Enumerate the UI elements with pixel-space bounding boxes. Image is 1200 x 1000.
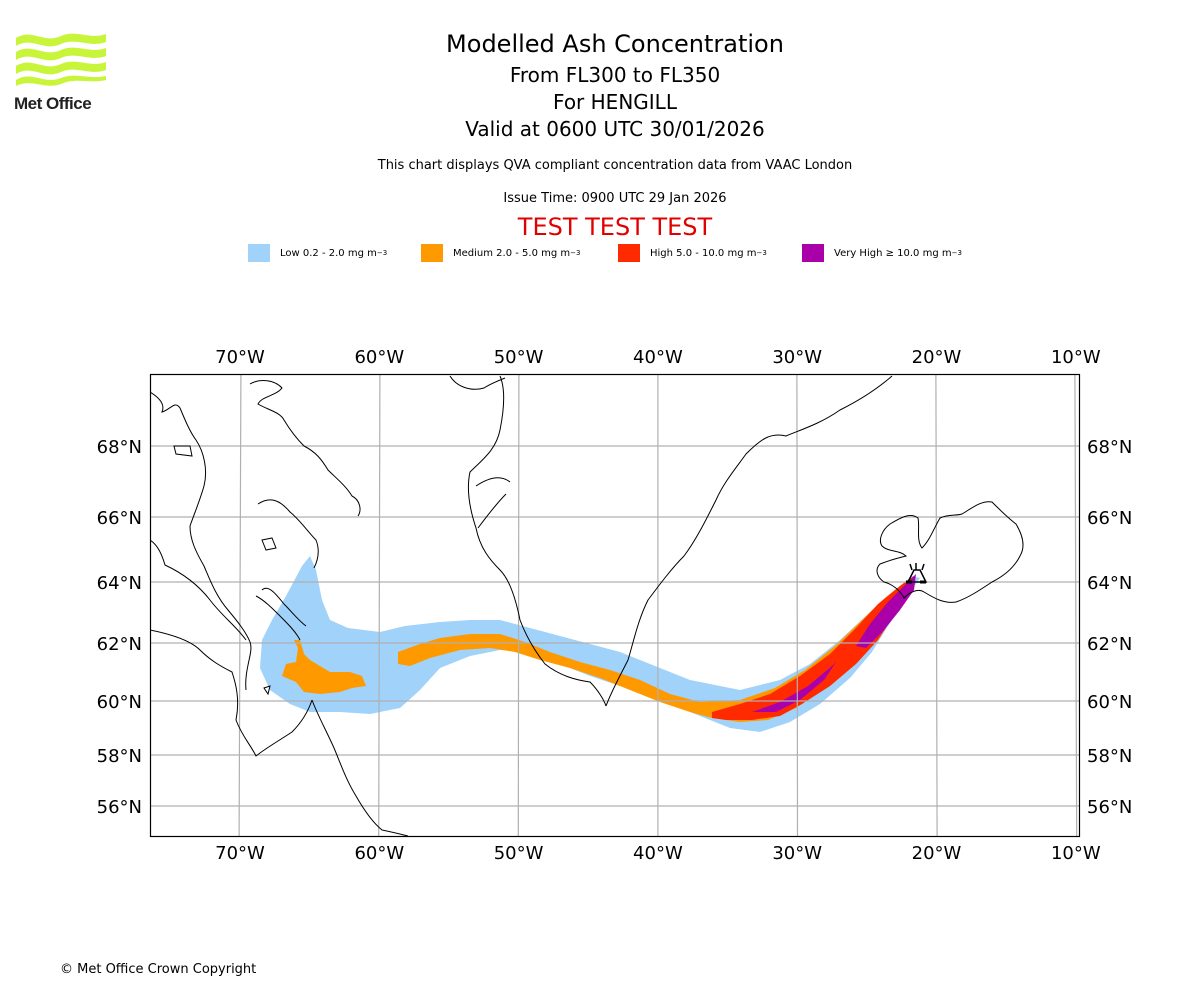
gridline-lon: [796, 374, 799, 837]
coastline-labrador: [150, 629, 313, 757]
legend-exponent: −3: [756, 249, 767, 257]
chart-title: Modelled Ash Concentration: [446, 30, 784, 58]
legend-item-low: Low 0.2 - 2.0 mg m −3: [248, 244, 387, 262]
legend-label-low: Low 0.2 - 2.0 mg m: [280, 247, 377, 259]
ash-area-medium: [282, 640, 366, 694]
legend-label-high: High 5.0 - 10.0 mg m: [650, 247, 757, 259]
ash-area-low: [260, 556, 920, 732]
lon-tick-label-top: 40°W: [633, 347, 683, 368]
coastline-small-islands: [173, 445, 277, 696]
lat-tick-label-left: 58°N: [97, 746, 142, 767]
logo-text: Met Office: [14, 94, 92, 113]
lat-tick-label-left: 56°N: [97, 797, 142, 818]
coastline-iceland: [876, 501, 1024, 603]
coastline-baffin: [150, 391, 252, 691]
gridline-lon: [378, 374, 381, 837]
gridline-lon: [1074, 374, 1078, 837]
lat-tick-label-right: 62°N: [1087, 634, 1132, 655]
lon-tick-label-bottom: 40°W: [633, 843, 683, 864]
lon-tick-label-bottom: 20°W: [912, 843, 962, 864]
lat-tick-label-right: 68°N: [1087, 437, 1132, 458]
legend-swatch-very-high: [802, 244, 824, 262]
legend-swatch-low: [248, 244, 270, 262]
legend-item-high: High 5.0 - 10.0 mg m −3: [618, 244, 767, 262]
gridline-lon: [517, 374, 520, 837]
axis-tick-labels: 70°W 70°W 60°W 60°W 50°W 50°W 40°W 40°W 30°W 30°W…: [97, 347, 1133, 864]
volcano-icon: [906, 563, 928, 584]
graticule: [150, 374, 1080, 837]
lon-tick-label-bottom: 60°W: [354, 843, 404, 864]
lon-tick-label-top: 50°W: [494, 347, 544, 368]
issue-time: Issue Time: 0900 UTC 29 Jan 2026: [503, 191, 727, 206]
lat-tick-label-right: 64°N: [1087, 573, 1132, 594]
ash-layer-low: [260, 556, 920, 732]
legend-swatch-high: [618, 244, 640, 262]
lon-tick-label-top: 30°W: [772, 347, 822, 368]
coastline-baffin-east: [249, 380, 361, 569]
coastline-greenland-west: [449, 375, 607, 707]
lat-tick-label-left: 60°N: [97, 692, 142, 713]
lon-tick-label-bottom: 10°W: [1051, 843, 1101, 864]
lon-tick-label-top: 60°W: [354, 347, 404, 368]
coastlines: [150, 375, 1024, 837]
lat-tick-label-right: 60°N: [1087, 692, 1132, 713]
met-office-wave-logo-icon: [16, 33, 106, 86]
lon-tick-label-bottom: 50°W: [494, 843, 544, 864]
lon-tick-label-bottom: 70°W: [215, 843, 265, 864]
lat-tick-label-left: 68°N: [97, 437, 142, 458]
flight-level-range: From FL300 to FL350: [509, 63, 721, 87]
map-frame: [149, 373, 1081, 838]
qva-note: This chart displays QVA compliant concen…: [377, 158, 853, 173]
lon-tick-label-top: 10°W: [1051, 347, 1101, 368]
coastline-greenland-fjord: [475, 477, 511, 529]
ash-area-very-high: [856, 574, 916, 648]
test-banner: TEST TEST TEST: [517, 213, 713, 241]
lat-tick-label-left: 64°N: [97, 573, 142, 594]
coastline-labrador-2: [311, 699, 409, 837]
ash-layer-high: [712, 576, 914, 720]
gridline-lon: [935, 374, 938, 837]
valid-time: Valid at 0600 UTC 30/01/2026: [465, 117, 765, 141]
coastline-baffin-2: [150, 539, 247, 641]
legend-label-medium: Medium 2.0 - 5.0 mg m: [453, 247, 571, 259]
legend-label-very-high: Very High ≥ 10.0 mg m: [834, 247, 952, 259]
coastline-greenland-south: [605, 375, 893, 707]
lon-tick-label-top: 70°W: [215, 347, 265, 368]
lat-tick-label-right: 58°N: [1087, 746, 1132, 767]
volcano-name: For HENGILL: [553, 90, 677, 114]
legend-item-medium: Medium 2.0 - 5.0 mg m −3: [421, 244, 580, 262]
gridline-lon: [238, 374, 242, 837]
lat-tick-label-left: 66°N: [97, 508, 142, 529]
coastline-hudson-strait: [255, 587, 307, 641]
lat-tick-label-left: 62°N: [97, 634, 142, 655]
ash-area-high: [712, 576, 914, 720]
copyright-notice: © Met Office Crown Copyright: [60, 962, 257, 977]
lat-tick-label-right: 66°N: [1087, 508, 1132, 529]
lat-tick-label-right: 56°N: [1087, 797, 1132, 818]
ash-area-very-high: [752, 662, 836, 712]
legend-exponent: −3: [570, 249, 581, 257]
legend-exponent: −3: [376, 249, 388, 257]
legend-item-very-high: Very High ≥ 10.0 mg m −3: [802, 244, 962, 262]
met-office-logo: Met Office: [14, 30, 108, 113]
legend-exponent: −3: [951, 249, 962, 257]
legend-swatch-medium: [421, 244, 443, 262]
lon-tick-label-top: 20°W: [912, 347, 962, 368]
lon-tick-label-bottom: 30°W: [772, 843, 822, 864]
